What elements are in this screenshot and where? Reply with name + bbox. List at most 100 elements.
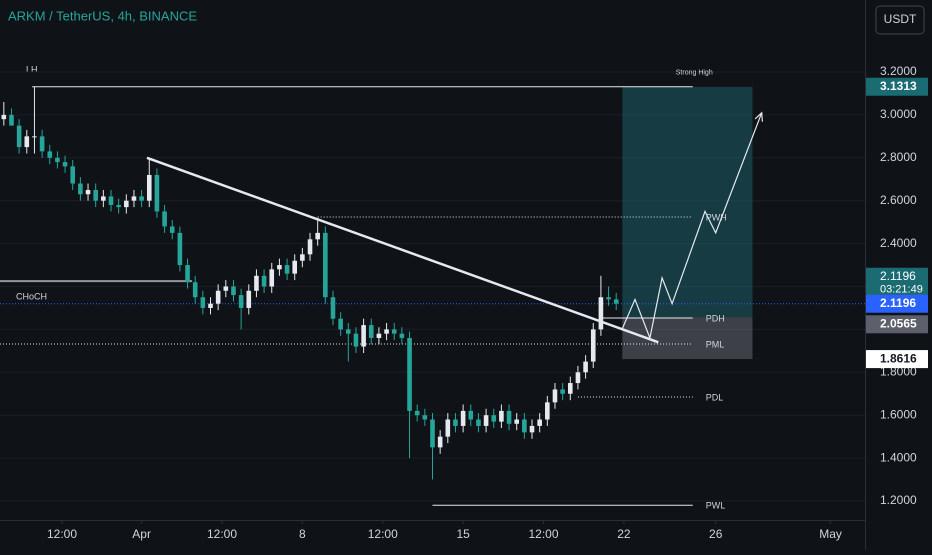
candle-body (552, 389, 558, 403)
candle-body (1, 114, 7, 120)
price-tag (866, 77, 928, 96)
price-tag-label: 2.0565 (880, 316, 917, 330)
candle-body (269, 269, 275, 287)
candle-body (284, 265, 290, 274)
candle-body (93, 189, 98, 201)
candle-body (460, 410, 466, 426)
x-tick-label: 22 (617, 527, 631, 541)
candle-body (307, 239, 313, 255)
candle-body (300, 254, 305, 261)
candle-body (32, 136, 37, 138)
y-tick-label: 2.6000 (880, 193, 917, 207)
price-tag-label: 3.1313 (880, 79, 917, 93)
level-label: PML (706, 339, 725, 349)
candle-body (277, 265, 282, 270)
price-tag (866, 294, 928, 313)
candle-body (254, 275, 259, 291)
candle-body (506, 410, 512, 424)
candle-body (16, 125, 22, 148)
x-tick-label: 26 (709, 527, 723, 541)
currency-button[interactable] (875, 5, 925, 35)
candle-body (108, 196, 114, 205)
price-tag (866, 350, 928, 369)
x-tick-label: 12:00 (368, 527, 398, 541)
y-tick-label: 2.8000 (880, 150, 917, 164)
projection-arrowhead (754, 111, 763, 122)
candle-body (62, 162, 68, 167)
candle-body (85, 189, 91, 195)
candle-body (537, 419, 542, 426)
price-tag-label: 1.8616 (880, 351, 917, 365)
candle-body (124, 200, 129, 208)
candle-body (338, 318, 343, 330)
x-tick-label: 15 (456, 527, 470, 541)
candle-body (261, 275, 267, 287)
candle-body (246, 290, 252, 308)
candle-body (598, 297, 604, 330)
plot-area: Strong High PWH PDH PML PDL PWL CHoCH (0, 70, 865, 511)
candle-body (192, 282, 198, 298)
candle-body (613, 299, 619, 304)
level-label: PWH (706, 212, 727, 222)
candle-body (185, 265, 190, 283)
projection-path (621, 112, 763, 341)
chart-title: ARKM / TetherUS, 4h, BINANCE (8, 8, 197, 23)
candle-body (514, 419, 520, 424)
candle-body (292, 260, 298, 274)
level-label: CHoCH (16, 292, 47, 302)
candle-body (583, 361, 588, 373)
candle-body (139, 196, 144, 201)
price-tag (866, 267, 928, 298)
candle-body (453, 419, 458, 426)
candle-body (231, 286, 236, 296)
candle-body (560, 389, 565, 394)
candle-body (499, 410, 504, 422)
price-tag-label: 2.1196 (880, 296, 916, 310)
x-tick-label: May (819, 527, 842, 541)
candle-body (154, 174, 160, 212)
candle-body (376, 333, 382, 338)
candle-body (345, 329, 351, 334)
currency-label[interactable]: USDT (884, 12, 917, 26)
x-tick-label: 12:00 (47, 527, 77, 541)
x-tick-label: Apr (132, 527, 151, 541)
candle-body (567, 383, 573, 394)
candle-body (162, 211, 167, 227)
candle-body (529, 425, 535, 433)
candle-body (590, 329, 596, 362)
candle-body (323, 232, 328, 298)
candle-body (223, 286, 229, 291)
candle-body (9, 114, 14, 126)
y-tick-label: 1.4000 (880, 450, 917, 464)
candle-body (238, 295, 244, 308)
x-tick-label: 12:00 (207, 527, 237, 541)
candle-body (476, 419, 481, 426)
candle-body (55, 157, 60, 163)
candle-body (208, 303, 213, 308)
candle-body (169, 226, 175, 233)
y-tick-label: 1.6000 (880, 407, 917, 421)
level-label: PDH (706, 313, 725, 323)
candle-body (215, 290, 221, 304)
y-tick-label: 3.0000 (880, 107, 917, 121)
x-tick-label: 8 (299, 527, 306, 541)
candle-body (361, 325, 366, 347)
candle-body (315, 232, 320, 240)
candle-body (101, 196, 106, 201)
candle-body (146, 174, 152, 201)
trend-line (146, 156, 659, 344)
candle-body (414, 410, 420, 416)
candle-body (391, 329, 397, 334)
candle-body (368, 325, 374, 338)
candle-body (606, 297, 611, 300)
price-tag (866, 315, 928, 334)
candle-body (522, 419, 527, 433)
level-label: PDL (706, 392, 724, 402)
candle-body (330, 297, 336, 319)
lh-label: LH (26, 64, 38, 74)
candle-body (399, 333, 405, 338)
candle-body (24, 136, 30, 148)
candle-body (131, 196, 137, 201)
price-tag-label: 2.1196 (880, 269, 916, 283)
